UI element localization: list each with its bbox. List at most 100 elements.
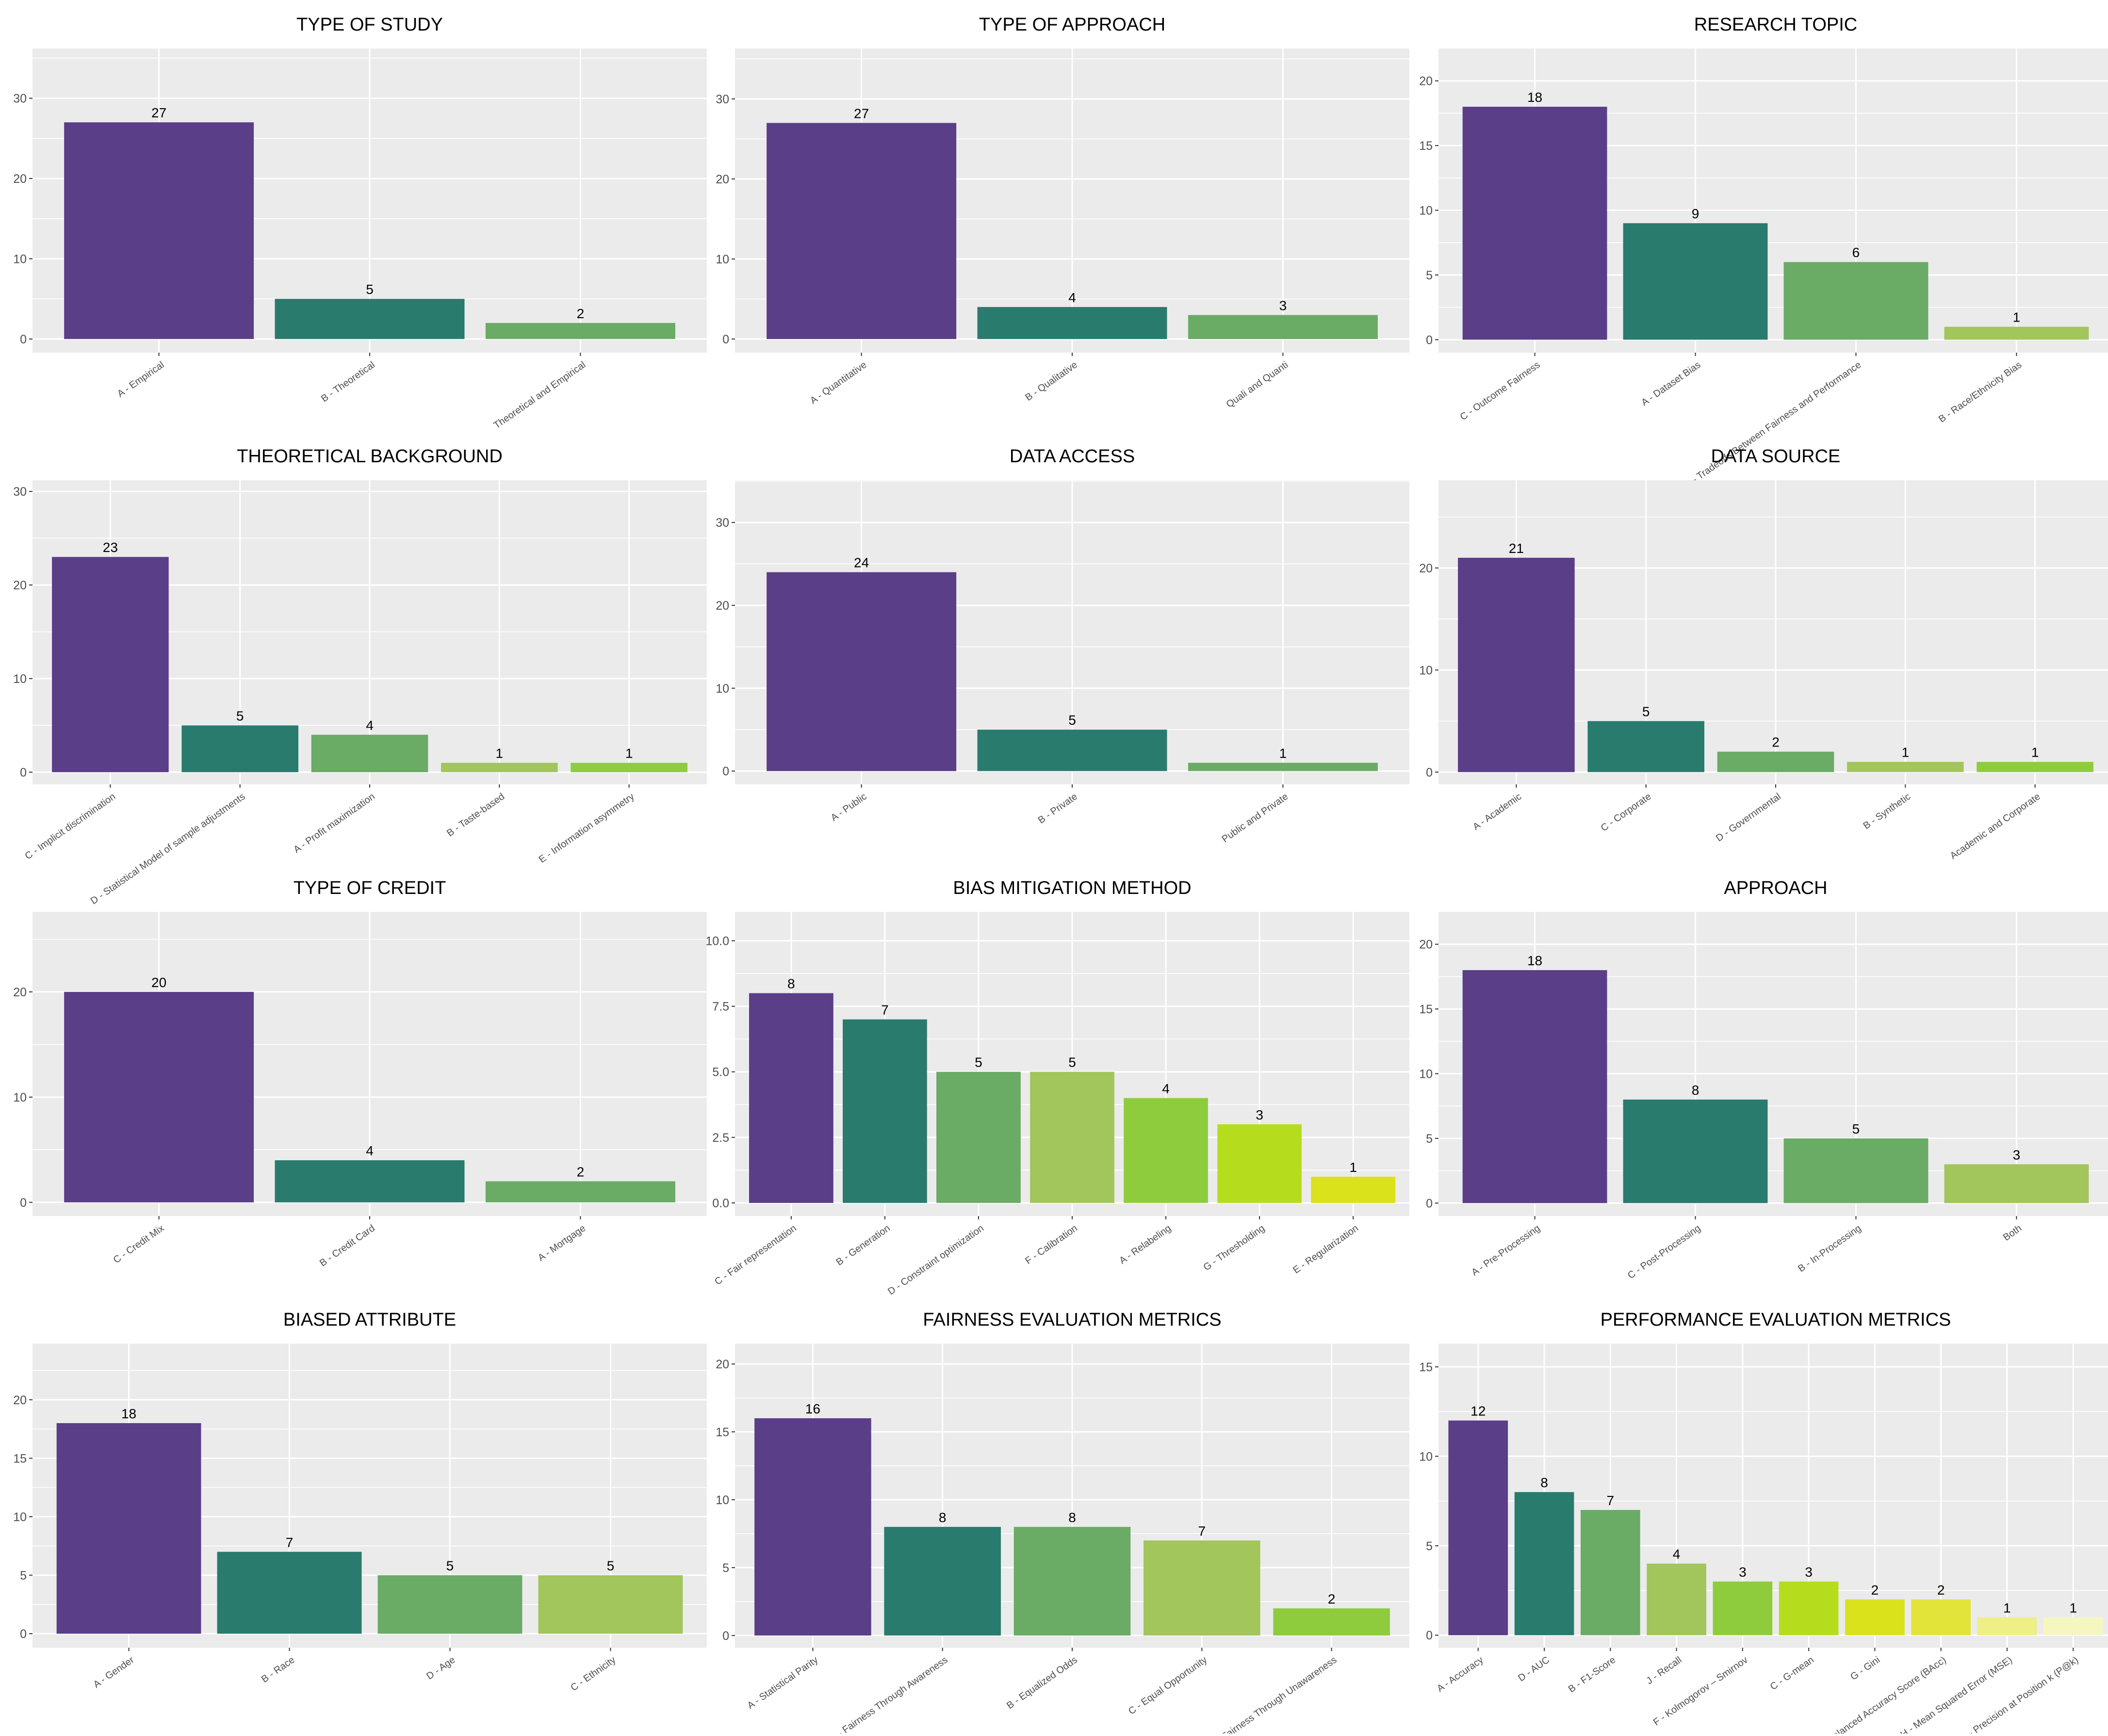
- data-label: 7: [286, 1535, 294, 1550]
- data-label: 5: [366, 282, 374, 297]
- x-tick-label: C - Outcome Fairness: [1458, 359, 1542, 422]
- data-label: 1: [2069, 1600, 2077, 1615]
- bar: [64, 991, 254, 1202]
- y-tick-label: 5: [1426, 1132, 1433, 1146]
- chart-panel-12: PERFORMANCE EVALUATION METRICS05101512A …: [1419, 1310, 2108, 1736]
- y-tick-label: 0: [20, 1196, 27, 1210]
- bar: [1188, 315, 1378, 339]
- data-label: 2: [1772, 735, 1780, 750]
- x-tick-label: J - Recall: [1645, 1655, 1684, 1687]
- bar: [1977, 762, 2093, 772]
- bar: [538, 1575, 683, 1634]
- bar: [1448, 1420, 1508, 1636]
- bar: [1944, 326, 2089, 340]
- y-tick-label: 10.0: [705, 934, 729, 948]
- data-label: 20: [151, 975, 166, 990]
- x-tick-label: Quali and Quanti: [1225, 359, 1291, 410]
- y-tick-label: 0.0: [712, 1197, 729, 1210]
- y-tick-label: 10: [716, 1493, 729, 1507]
- x-tick-label: D - Statistical Model of sample adjustme…: [89, 791, 247, 907]
- data-label: 1: [2013, 310, 2021, 325]
- bar: [1514, 1492, 1574, 1636]
- data-label: 8: [939, 1510, 947, 1525]
- bar: [1779, 1581, 1839, 1636]
- bar: [767, 123, 957, 339]
- bar: [977, 730, 1167, 771]
- data-label: 4: [1673, 1547, 1681, 1562]
- data-label: 7: [1607, 1493, 1615, 1508]
- x-tick-label: G - Fairness Through Awareness: [827, 1655, 949, 1734]
- y-tick-label: 2.5: [712, 1131, 729, 1145]
- data-label: 4: [366, 1143, 374, 1158]
- bar: [1783, 262, 1928, 340]
- x-tick-label: A - Quantitative: [808, 359, 869, 406]
- bar: [1013, 1526, 1131, 1636]
- y-tick-label: 10: [1419, 204, 1433, 218]
- chart-panel-10: BIASED ATTRIBUTE 0 5 10 15 20 18 A - Gender 7 B -…: [13, 1310, 707, 1693]
- x-tick-label: A - Statistical Parity: [746, 1655, 820, 1711]
- data-label: 2: [1937, 1582, 1945, 1597]
- y-tick-label: 0: [20, 1627, 27, 1641]
- x-tick-label: C - Ethnicity: [569, 1655, 618, 1693]
- bar: [1458, 557, 1575, 772]
- bar: [936, 1071, 1021, 1203]
- chart-title: TYPE OF APPROACH: [979, 15, 1165, 35]
- x-tick-label: G - Thresholding: [1202, 1223, 1267, 1273]
- x-tick-label: A - Profit maximization: [292, 791, 377, 855]
- bar: [1124, 1098, 1208, 1203]
- bar: [1188, 763, 1378, 771]
- chart-panel-5: DATA ACCESS 0 10 20 30 24 A - Public 5 B - Priva…: [716, 446, 1409, 845]
- bar: [749, 993, 833, 1203]
- data-label: 5: [975, 1055, 982, 1070]
- chart-title: DATA SOURCE: [1711, 446, 1841, 467]
- chart-panel-1: TYPE OF STUDY 0 10 20 30 27 A - Empirical 5 B - …: [13, 15, 707, 431]
- x-tick-label: B - Equalized Odds: [1005, 1655, 1079, 1711]
- bar: [1717, 751, 1834, 772]
- x-tick-label: B - Private: [1036, 791, 1079, 826]
- chart-panel-2: TYPE OF APPROACH 0 10 20 30 27 A - Quantitativ…: [716, 15, 1409, 410]
- bar: [1623, 1099, 1768, 1203]
- x-tick-label: Theoretical and Empirical: [492, 359, 588, 431]
- bar: [1580, 1510, 1640, 1636]
- y-tick-label: 5.0: [712, 1066, 729, 1079]
- data-label: 1: [496, 746, 504, 761]
- y-tick-label: 15: [1419, 1003, 1433, 1016]
- y-tick-label: 10: [716, 253, 729, 266]
- bar: [767, 572, 957, 771]
- bar: [1462, 970, 1607, 1203]
- y-tick-label: 20: [716, 599, 729, 613]
- data-label: 3: [1739, 1565, 1747, 1580]
- data-label: 8: [1692, 1083, 1699, 1098]
- bar: [1623, 223, 1768, 340]
- bar: [181, 725, 298, 772]
- x-tick-label: B - Qualitative: [1023, 359, 1079, 403]
- bar: [1713, 1581, 1773, 1636]
- x-tick-label: D - Tradeoffs Between Fairness and Perfo…: [1682, 359, 1863, 490]
- y-tick-label: 0: [722, 765, 729, 779]
- data-label: 3: [1256, 1107, 1263, 1122]
- y-tick-label: 20: [1419, 938, 1433, 952]
- data-label: 3: [1279, 298, 1287, 313]
- x-tick-label: A - Mortgage: [536, 1223, 588, 1264]
- x-tick-label: D - AUC: [1516, 1655, 1552, 1684]
- x-tick-label: E - Information asymmetry: [537, 791, 637, 865]
- y-tick-label: 10: [1419, 1068, 1433, 1081]
- data-label: 1: [1279, 746, 1287, 761]
- y-tick-label: 5: [20, 1569, 27, 1582]
- y-tick-label: 15: [13, 1452, 27, 1465]
- chart-title: APPROACH: [1724, 878, 1827, 898]
- x-tick-label: C - Implicit discrimination: [23, 791, 118, 862]
- y-tick-label: 20: [13, 579, 27, 592]
- y-tick-label: 0: [1426, 1629, 1433, 1642]
- data-label: 8: [1540, 1475, 1548, 1490]
- data-label: 9: [1692, 206, 1699, 221]
- data-label: 23: [103, 540, 118, 555]
- x-tick-label: A - Empirical: [115, 359, 166, 399]
- y-tick-label: 15: [1419, 1361, 1433, 1374]
- chart-title: DATA ACCESS: [1010, 446, 1135, 467]
- data-label: 8: [1068, 1510, 1076, 1525]
- y-tick-label: 30: [13, 485, 27, 499]
- y-tick-label: 10: [13, 1091, 27, 1104]
- data-label: 7: [881, 1003, 889, 1018]
